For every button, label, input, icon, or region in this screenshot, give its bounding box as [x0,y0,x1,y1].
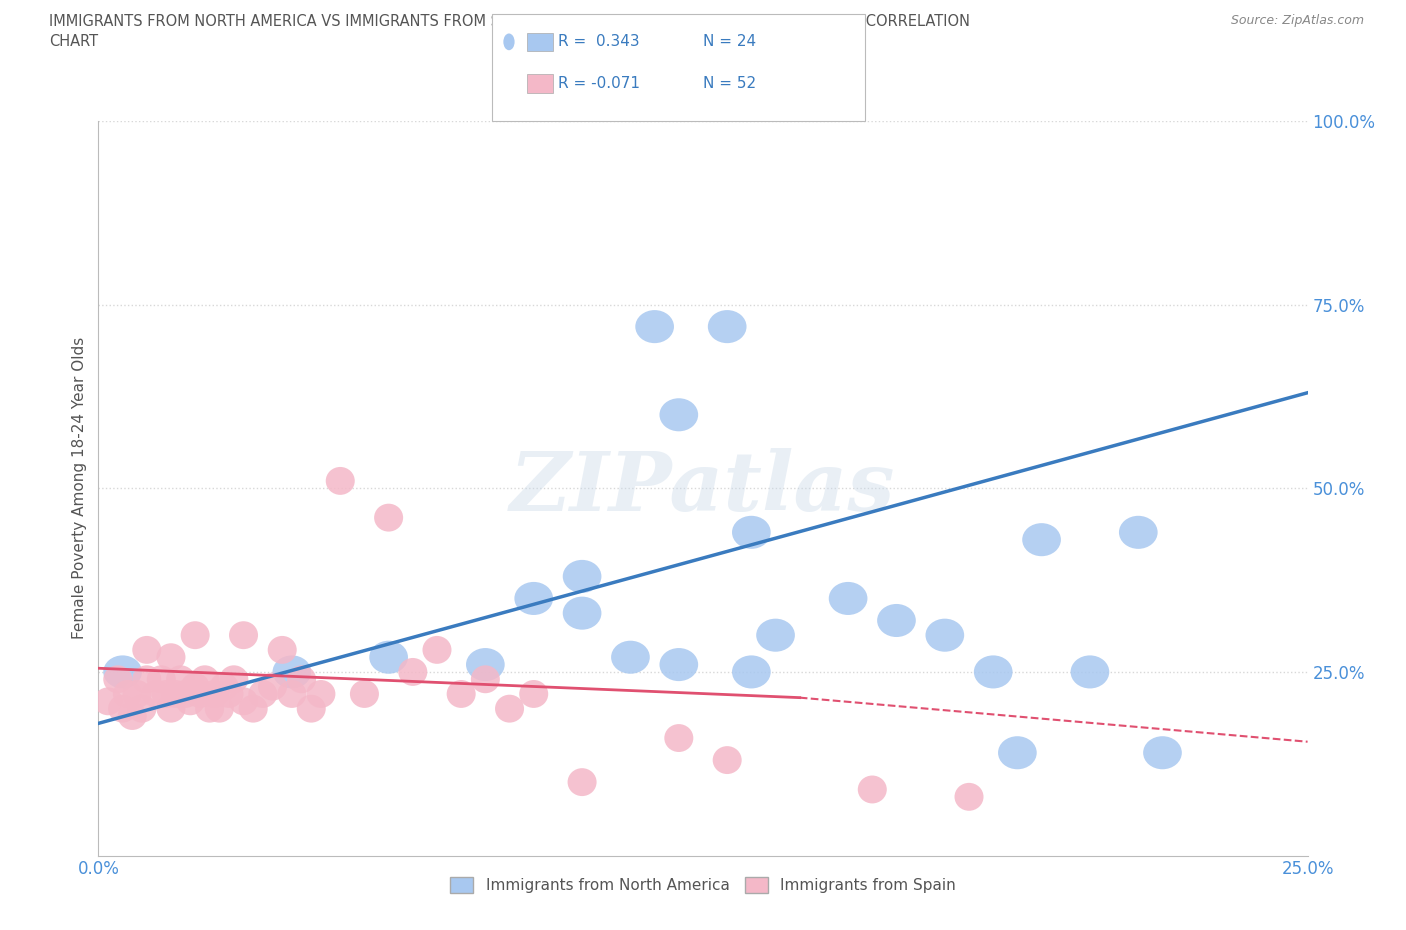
Ellipse shape [287,665,316,693]
Ellipse shape [229,621,259,649]
Ellipse shape [465,648,505,681]
Ellipse shape [103,656,142,688]
Ellipse shape [118,702,146,730]
Ellipse shape [215,680,243,708]
Ellipse shape [190,665,219,693]
Ellipse shape [103,665,132,693]
Text: CHART: CHART [49,34,98,49]
Ellipse shape [519,680,548,708]
Ellipse shape [128,695,156,723]
Ellipse shape [858,776,887,804]
Ellipse shape [219,665,249,693]
Ellipse shape [925,618,965,652]
Ellipse shape [664,724,693,752]
Ellipse shape [307,680,336,708]
Ellipse shape [1022,524,1062,556]
Ellipse shape [447,680,475,708]
Ellipse shape [398,658,427,686]
Text: IMMIGRANTS FROM NORTH AMERICA VS IMMIGRANTS FROM SPAIN FEMALE POVERTY AMONG 18-2: IMMIGRANTS FROM NORTH AMERICA VS IMMIGRA… [49,14,970,29]
Ellipse shape [112,680,142,708]
Ellipse shape [828,582,868,615]
Ellipse shape [195,695,224,723]
Ellipse shape [267,636,297,664]
Ellipse shape [350,680,380,708]
Legend: Immigrants from North America, Immigrants from Spain: Immigrants from North America, Immigrant… [444,871,962,899]
Ellipse shape [568,768,596,796]
Text: Source: ZipAtlas.com: Source: ZipAtlas.com [1230,14,1364,27]
Ellipse shape [122,680,152,708]
Ellipse shape [156,695,186,723]
Ellipse shape [370,641,408,673]
Text: R = -0.071: R = -0.071 [558,76,640,91]
Ellipse shape [249,680,277,708]
Ellipse shape [1070,656,1109,688]
Ellipse shape [636,310,673,343]
Text: N = 24: N = 24 [703,34,756,49]
Ellipse shape [205,695,233,723]
Ellipse shape [877,604,915,637]
Ellipse shape [166,665,195,693]
Ellipse shape [612,641,650,673]
Ellipse shape [733,516,770,549]
Ellipse shape [277,680,307,708]
Ellipse shape [259,672,287,700]
Ellipse shape [229,687,259,715]
Ellipse shape [471,665,501,693]
Y-axis label: Female Poverty Among 18-24 Year Olds: Female Poverty Among 18-24 Year Olds [72,338,87,640]
Ellipse shape [974,656,1012,688]
Text: R =  0.343: R = 0.343 [558,34,640,49]
Ellipse shape [297,695,326,723]
Ellipse shape [495,695,524,723]
Ellipse shape [162,680,190,708]
Ellipse shape [756,618,794,652]
Ellipse shape [562,560,602,593]
Ellipse shape [659,648,699,681]
Text: N = 52: N = 52 [703,76,756,91]
Ellipse shape [176,687,205,715]
Ellipse shape [1143,737,1182,769]
Ellipse shape [108,695,138,723]
Ellipse shape [132,636,162,664]
Ellipse shape [142,680,172,708]
Ellipse shape [146,665,176,693]
Ellipse shape [1119,516,1157,549]
Ellipse shape [422,636,451,664]
Ellipse shape [659,398,699,432]
Ellipse shape [239,695,267,723]
Ellipse shape [326,467,354,495]
Ellipse shape [152,680,180,708]
Ellipse shape [172,680,200,708]
Ellipse shape [273,656,311,688]
Ellipse shape [707,310,747,343]
Ellipse shape [200,680,229,708]
Ellipse shape [180,672,209,700]
Ellipse shape [209,672,239,700]
Ellipse shape [733,656,770,688]
Ellipse shape [132,665,162,693]
Ellipse shape [186,680,215,708]
Ellipse shape [515,582,553,615]
Ellipse shape [562,597,602,630]
Ellipse shape [713,746,742,774]
Text: ZIPatlas: ZIPatlas [510,448,896,528]
Ellipse shape [180,621,209,649]
Ellipse shape [156,644,186,671]
Ellipse shape [955,783,984,811]
Ellipse shape [94,687,122,715]
Ellipse shape [998,737,1036,769]
Ellipse shape [374,504,404,532]
